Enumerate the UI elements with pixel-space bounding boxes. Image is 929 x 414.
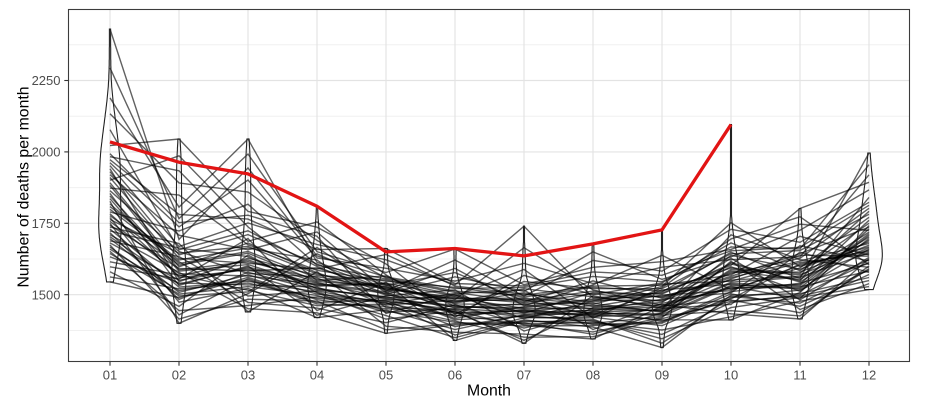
svg-text:09: 09 [655,367,669,382]
svg-text:07: 07 [517,367,531,382]
svg-text:12: 12 [862,367,876,382]
svg-text:Month: Month [467,383,511,400]
svg-text:1500: 1500 [32,287,61,302]
svg-text:01: 01 [103,367,117,382]
svg-text:06: 06 [448,367,462,382]
svg-text:03: 03 [241,367,255,382]
svg-text:Number of deaths per month: Number of deaths per month [16,86,33,287]
svg-text:2000: 2000 [32,145,61,160]
svg-text:10: 10 [724,367,738,382]
svg-text:1750: 1750 [32,216,61,231]
svg-text:02: 02 [172,367,186,382]
svg-text:05: 05 [379,367,393,382]
svg-text:2250: 2250 [32,73,61,88]
svg-text:04: 04 [310,367,324,382]
svg-text:11: 11 [793,367,807,382]
svg-text:08: 08 [586,367,600,382]
